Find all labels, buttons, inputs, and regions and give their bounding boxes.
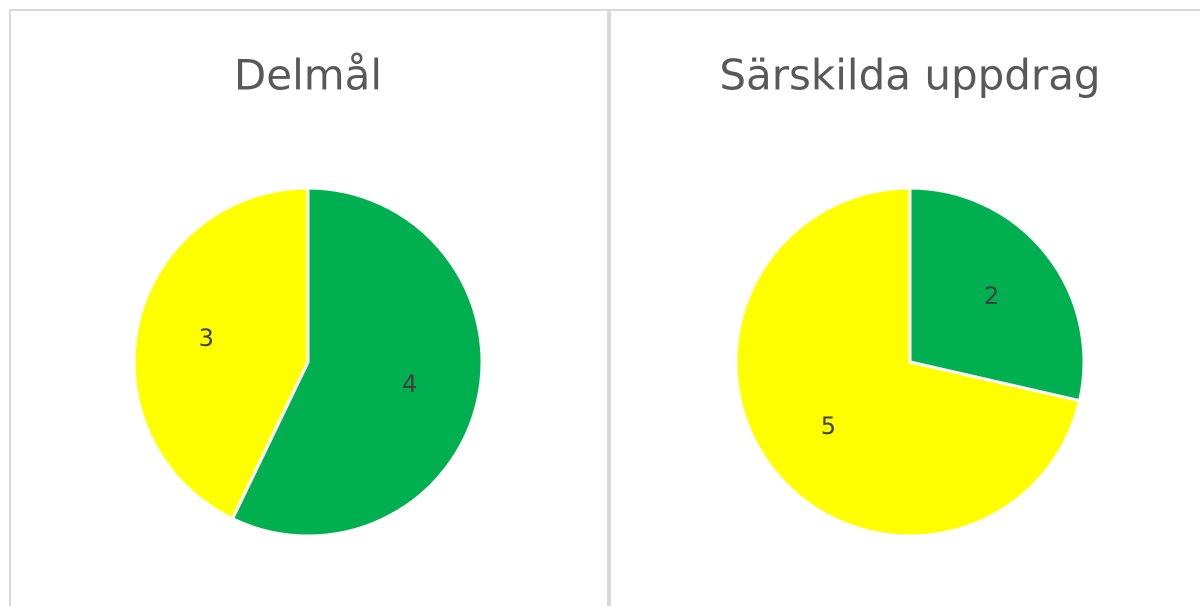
data-label: 5 bbox=[821, 412, 836, 440]
panel-left bbox=[9, 9, 609, 606]
pie-slice bbox=[132, 186, 310, 521]
panel-right bbox=[609, 9, 1200, 606]
data-label: 3 bbox=[199, 324, 214, 352]
pie-slice bbox=[734, 186, 1082, 538]
data-label: 2 bbox=[984, 282, 999, 310]
chart-title: Särskilda uppdrag bbox=[719, 51, 1100, 100]
pie-slice bbox=[908, 186, 1086, 403]
chart-title: Delmål bbox=[234, 51, 382, 100]
data-label: 4 bbox=[402, 370, 417, 398]
pie-slice bbox=[230, 186, 484, 538]
